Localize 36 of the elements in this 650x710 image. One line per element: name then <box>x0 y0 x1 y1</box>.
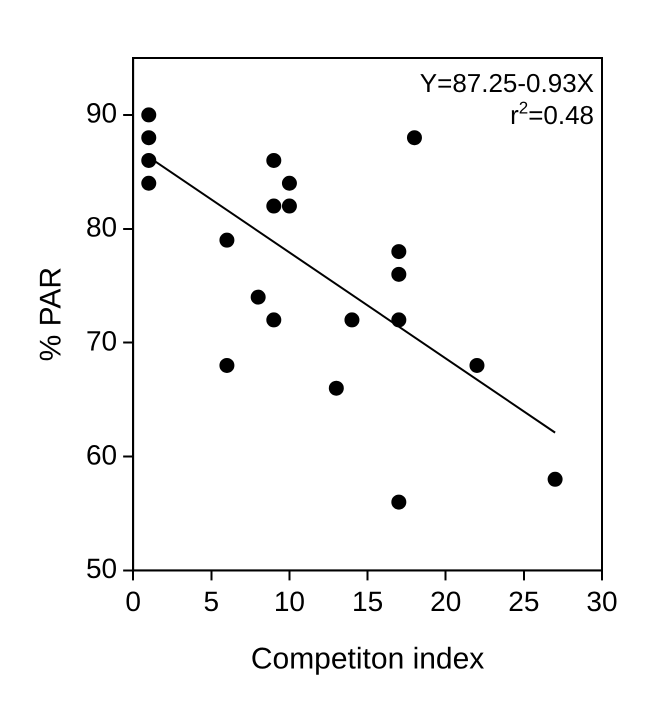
point <box>328 380 344 396</box>
point <box>219 358 234 373</box>
x-tick-label: 10 <box>274 586 306 617</box>
y-axis-title: % PAR <box>34 266 68 362</box>
y-tick-label: 90 <box>86 98 118 129</box>
x-axis-title: Competiton index <box>250 642 484 676</box>
x-tick-label: 5 <box>204 586 220 617</box>
point <box>548 472 563 487</box>
point <box>141 176 156 191</box>
point <box>141 107 156 122</box>
point <box>282 198 297 214</box>
point <box>250 290 266 305</box>
point <box>282 176 297 191</box>
point <box>219 232 234 248</box>
point <box>266 312 282 328</box>
point <box>391 266 406 282</box>
point <box>266 152 282 168</box>
x-tick-label: 25 <box>508 586 540 617</box>
x-tick-label: 15 <box>352 586 384 617</box>
point <box>141 152 156 168</box>
x-tick-label: 20 <box>430 586 462 617</box>
annotation: Y=87.25-0.93X <box>420 68 594 98</box>
y-tick-label: 80 <box>86 212 118 243</box>
point <box>266 198 282 214</box>
point <box>469 358 484 373</box>
point <box>141 130 156 146</box>
y-tick-label: 60 <box>86 439 118 470</box>
x-tick-label: 30 <box>586 586 618 617</box>
point <box>406 130 422 146</box>
y-tick-label: 50 <box>86 553 118 584</box>
point <box>391 312 406 328</box>
x-tick-label: 0 <box>125 586 141 617</box>
point <box>391 244 406 260</box>
y-tick-label: 70 <box>86 325 118 356</box>
point <box>344 312 360 328</box>
point <box>391 494 406 510</box>
